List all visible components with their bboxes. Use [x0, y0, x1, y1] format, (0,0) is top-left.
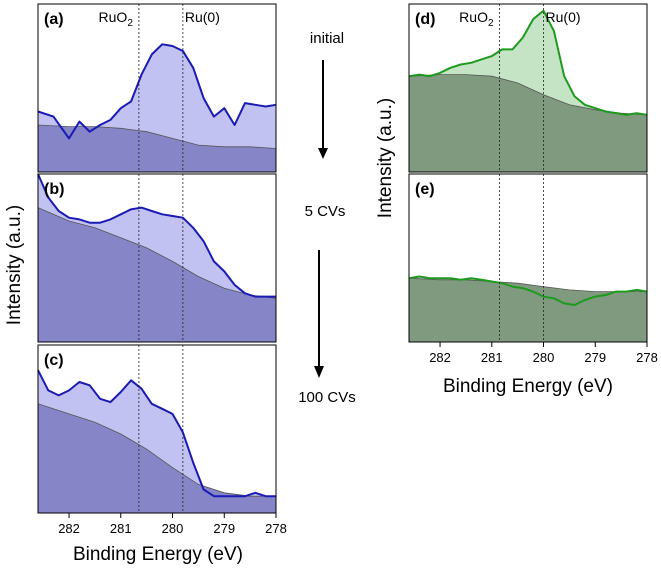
panel-a-background-line — [37, 124, 277, 149]
panel-b-background-area — [38, 207, 276, 342]
panel-e-background-line — [408, 277, 647, 292]
panel-a-spectrum-line — [37, 43, 277, 140]
panels-layer: (a) RuO2 Ru(0) (b) (c) 282 281 280 279 278 (d) RuO2… — [37, 3, 658, 536]
panel-c-background-line — [37, 403, 276, 497]
down-arrow-1-head — [318, 148, 328, 159]
panel-a-marker-label-ru0: Ru(0) — [185, 9, 220, 25]
panel-c-xtick-label-282: 282 — [58, 521, 80, 536]
panel-d-label: (d) — [415, 11, 435, 28]
condition-label-initial: initial — [310, 30, 344, 47]
panel-c-xtick-label-280: 280 — [162, 521, 184, 536]
panel-d-spectrum-line — [408, 9, 648, 116]
panel-b-label: (b) — [44, 181, 64, 198]
panel-a-frame — [37, 3, 277, 173]
panel-c-xtick-label-279: 279 — [213, 521, 235, 536]
panel-c-label: (c) — [44, 352, 64, 369]
panel-c-background-area — [38, 403, 276, 513]
left-y-axis-label: Intensity (a.u.) — [4, 205, 25, 325]
left-x-axis-label: Binding Energy (eV) — [73, 544, 243, 565]
panel-e-background-area — [409, 278, 647, 342]
panel-e: (e) 282 281 280 279 278 — [408, 173, 658, 365]
panel-a: (a) RuO2 Ru(0) — [37, 3, 277, 173]
panel-a-label: (a) — [44, 11, 64, 28]
panel-d-frame — [408, 3, 648, 173]
panel-d: (d) RuO2 Ru(0) — [408, 3, 648, 173]
panel-e-frame — [408, 173, 648, 343]
panel-b: (b) — [37, 173, 277, 343]
panel-c: (c) 282 281 280 279 278 — [37, 344, 287, 536]
right-y-axis-label: Intensity (a.u.) — [375, 98, 396, 218]
panel-e-xtick-label-280: 280 — [533, 350, 555, 365]
panel-b-background-line — [37, 207, 277, 299]
panel-d-marker-label-ruo2: RuO2 — [459, 9, 494, 29]
panel-e-xtick-label-278: 278 — [636, 350, 658, 365]
panel-c-spectrum-line — [37, 369, 276, 498]
panel-c-xtick-label-281: 281 — [110, 521, 132, 536]
panel-e-xtick-label-281: 281 — [481, 350, 503, 365]
panel-d-background-area — [409, 74, 647, 172]
panel-e-xtick-label-282: 282 — [429, 350, 451, 365]
panel-d-marker-label-ru0: Ru(0) — [546, 9, 581, 25]
panel-c-xtick-label-278: 278 — [265, 521, 287, 536]
right-x-axis-label: Binding Energy (eV) — [443, 376, 613, 397]
panel-b-spectrum-line — [37, 173, 276, 298]
panel-e-xtick-label-279: 279 — [584, 350, 606, 365]
panel-e-label: (e) — [415, 181, 435, 198]
condition-label-100cvs: 100 CVs — [298, 389, 356, 406]
panel-a-background-area — [38, 125, 276, 172]
panel-b-frame — [37, 173, 277, 343]
panel-a-marker-label-ruo2: RuO2 — [99, 9, 134, 29]
panel-e-spectrum-line — [408, 275, 648, 306]
down-arrow-2-head — [314, 366, 324, 378]
condition-label-5cvs: 5 CVs — [305, 203, 346, 220]
panel-c-frame — [37, 344, 277, 514]
